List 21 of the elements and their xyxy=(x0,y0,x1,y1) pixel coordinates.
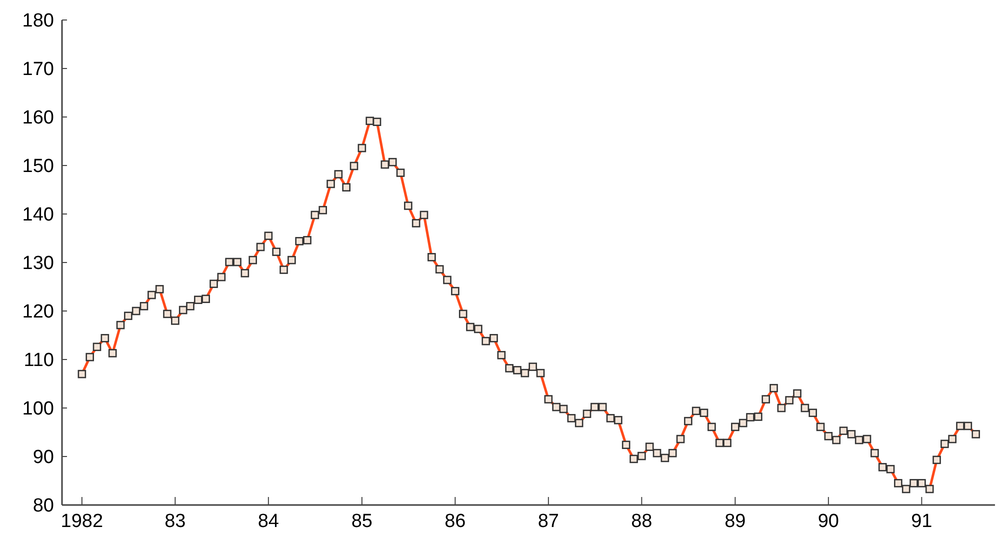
y-tick-label: 150 xyxy=(22,156,54,178)
x-tick-label: 84 xyxy=(258,511,280,532)
y-tick-label: 80 xyxy=(32,496,54,517)
y-tick-label: 180 xyxy=(22,10,54,32)
y-tick-label: 120 xyxy=(22,302,54,323)
y-tick-label: 140 xyxy=(22,204,54,226)
x-tick-label: 87 xyxy=(538,511,559,532)
x-tick-label: 83 xyxy=(164,511,186,532)
x-tick-label: 90 xyxy=(818,511,839,532)
x-tick-label: 88 xyxy=(631,511,652,532)
y-tick-label: 110 xyxy=(24,350,54,372)
x-tick-label: 1982 xyxy=(60,511,104,532)
y-tick-label: 100 xyxy=(22,398,54,420)
y-tick-label: 90 xyxy=(32,447,54,468)
x-tick-label: 89 xyxy=(724,511,746,532)
y-tick-label: 160 xyxy=(22,108,54,129)
x-tick-label: 86 xyxy=(444,511,466,532)
x-tick-label: 85 xyxy=(351,511,372,532)
y-tick-label: 130 xyxy=(22,253,54,274)
x-tick-label: 91 xyxy=(911,511,932,532)
y-tick-label: 170 xyxy=(22,59,54,80)
